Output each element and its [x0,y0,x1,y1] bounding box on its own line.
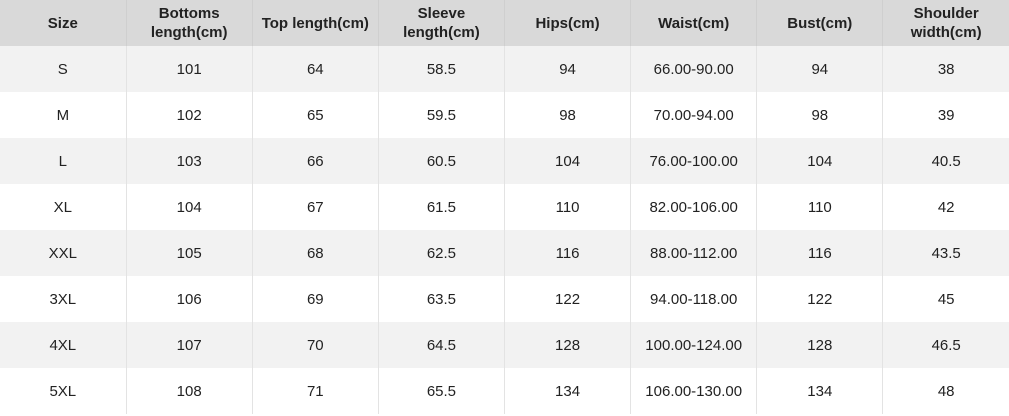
table-cell: 38 [882,46,1009,92]
table-cell: 46.5 [882,322,1009,368]
table-cell: M [0,92,127,138]
table-cell: 105 [126,230,253,276]
table-row: S 101 64 58.5 94 66.00-90.00 94 38 [0,46,1009,92]
header-cell: Top length(cm) [252,0,379,46]
table-cell: 122 [504,276,632,322]
header-cell: Waist(cm) [630,0,758,46]
table-cell: 94 [756,46,884,92]
table-cell: 110 [504,184,632,230]
table-cell: 61.5 [378,184,506,230]
table-row: 3XL 106 69 63.5 122 94.00-118.00 122 45 [0,276,1009,322]
table-cell: 70.00-94.00 [630,92,758,138]
table-body: S 101 64 58.5 94 66.00-90.00 94 38 M 102 65 59.5 98 7… [0,46,1009,414]
table-cell: 58.5 [378,46,506,92]
table-cell: 66.00-90.00 [630,46,758,92]
table-row: L 103 66 60.5 104 76.00-100.00 104 40.5 [0,138,1009,184]
table-cell: 43.5 [882,230,1009,276]
table-cell: 128 [504,322,632,368]
table-cell: 66 [252,138,379,184]
table-row: M 102 65 59.5 98 70.00-94.00 98 39 [0,92,1009,138]
table-cell: 4XL [0,322,127,368]
table-cell: 3XL [0,276,127,322]
table-cell: 101 [126,46,253,92]
table-cell: 88.00-112.00 [630,230,758,276]
table-cell: 102 [126,92,253,138]
table-cell: 104 [126,184,253,230]
header-cell: Sleeve length(cm) [378,0,506,46]
table-cell: 116 [504,230,632,276]
table-cell: 98 [504,92,632,138]
table-cell: 42 [882,184,1009,230]
table-cell: 134 [756,368,884,414]
table-header: Size Bottoms length(cm) Top length(cm) Slee… [0,0,1009,46]
table-cell: 106.00-130.00 [630,368,758,414]
header-row: Size Bottoms length(cm) Top length(cm) Slee… [0,0,1009,46]
table-cell: 104 [504,138,632,184]
table-cell: 70 [252,322,379,368]
table-cell: 40.5 [882,138,1009,184]
table-cell: 39 [882,92,1009,138]
table-cell: L [0,138,127,184]
table-cell: 69 [252,276,379,322]
table-cell: 106 [126,276,253,322]
table-cell: 128 [756,322,884,368]
header-cell: Size [0,0,127,46]
table-cell: 60.5 [378,138,506,184]
table-cell: 98 [756,92,884,138]
table-cell: 108 [126,368,253,414]
table-cell: 5XL [0,368,127,414]
table-cell: 62.5 [378,230,506,276]
table-cell: 67 [252,184,379,230]
table-cell: XL [0,184,127,230]
header-cell: Hips(cm) [504,0,632,46]
table-row: 4XL 107 70 64.5 128 100.00-124.00 128 46.5 [0,322,1009,368]
table-cell: 65.5 [378,368,506,414]
table-row: 5XL 108 71 65.5 134 106.00-130.00 134 48 [0,368,1009,414]
table-cell: 104 [756,138,884,184]
table-cell: 48 [882,368,1009,414]
table-cell: 71 [252,368,379,414]
table-cell: 94 [504,46,632,92]
table-cell: 76.00-100.00 [630,138,758,184]
table-cell: 82.00-106.00 [630,184,758,230]
table-cell: 94.00-118.00 [630,276,758,322]
table-cell: S [0,46,127,92]
header-cell: Bust(cm) [756,0,884,46]
table-cell: 59.5 [378,92,506,138]
header-cell: Bottoms length(cm) [126,0,253,46]
table-cell: 63.5 [378,276,506,322]
table-cell: XXL [0,230,127,276]
table-cell: 64.5 [378,322,506,368]
table-cell: 68 [252,230,379,276]
table-row: XXL 105 68 62.5 116 88.00-112.00 116 43.5 [0,230,1009,276]
header-cell: Shoulder width(cm) [882,0,1009,46]
table-cell: 110 [756,184,884,230]
table-cell: 65 [252,92,379,138]
table-row: XL 104 67 61.5 110 82.00-106.00 110 42 [0,184,1009,230]
table-cell: 64 [252,46,379,92]
table-cell: 45 [882,276,1009,322]
table-cell: 103 [126,138,253,184]
table-cell: 100.00-124.00 [630,322,758,368]
table-cell: 107 [126,322,253,368]
table-cell: 116 [756,230,884,276]
table-cell: 122 [756,276,884,322]
table-cell: 134 [504,368,632,414]
